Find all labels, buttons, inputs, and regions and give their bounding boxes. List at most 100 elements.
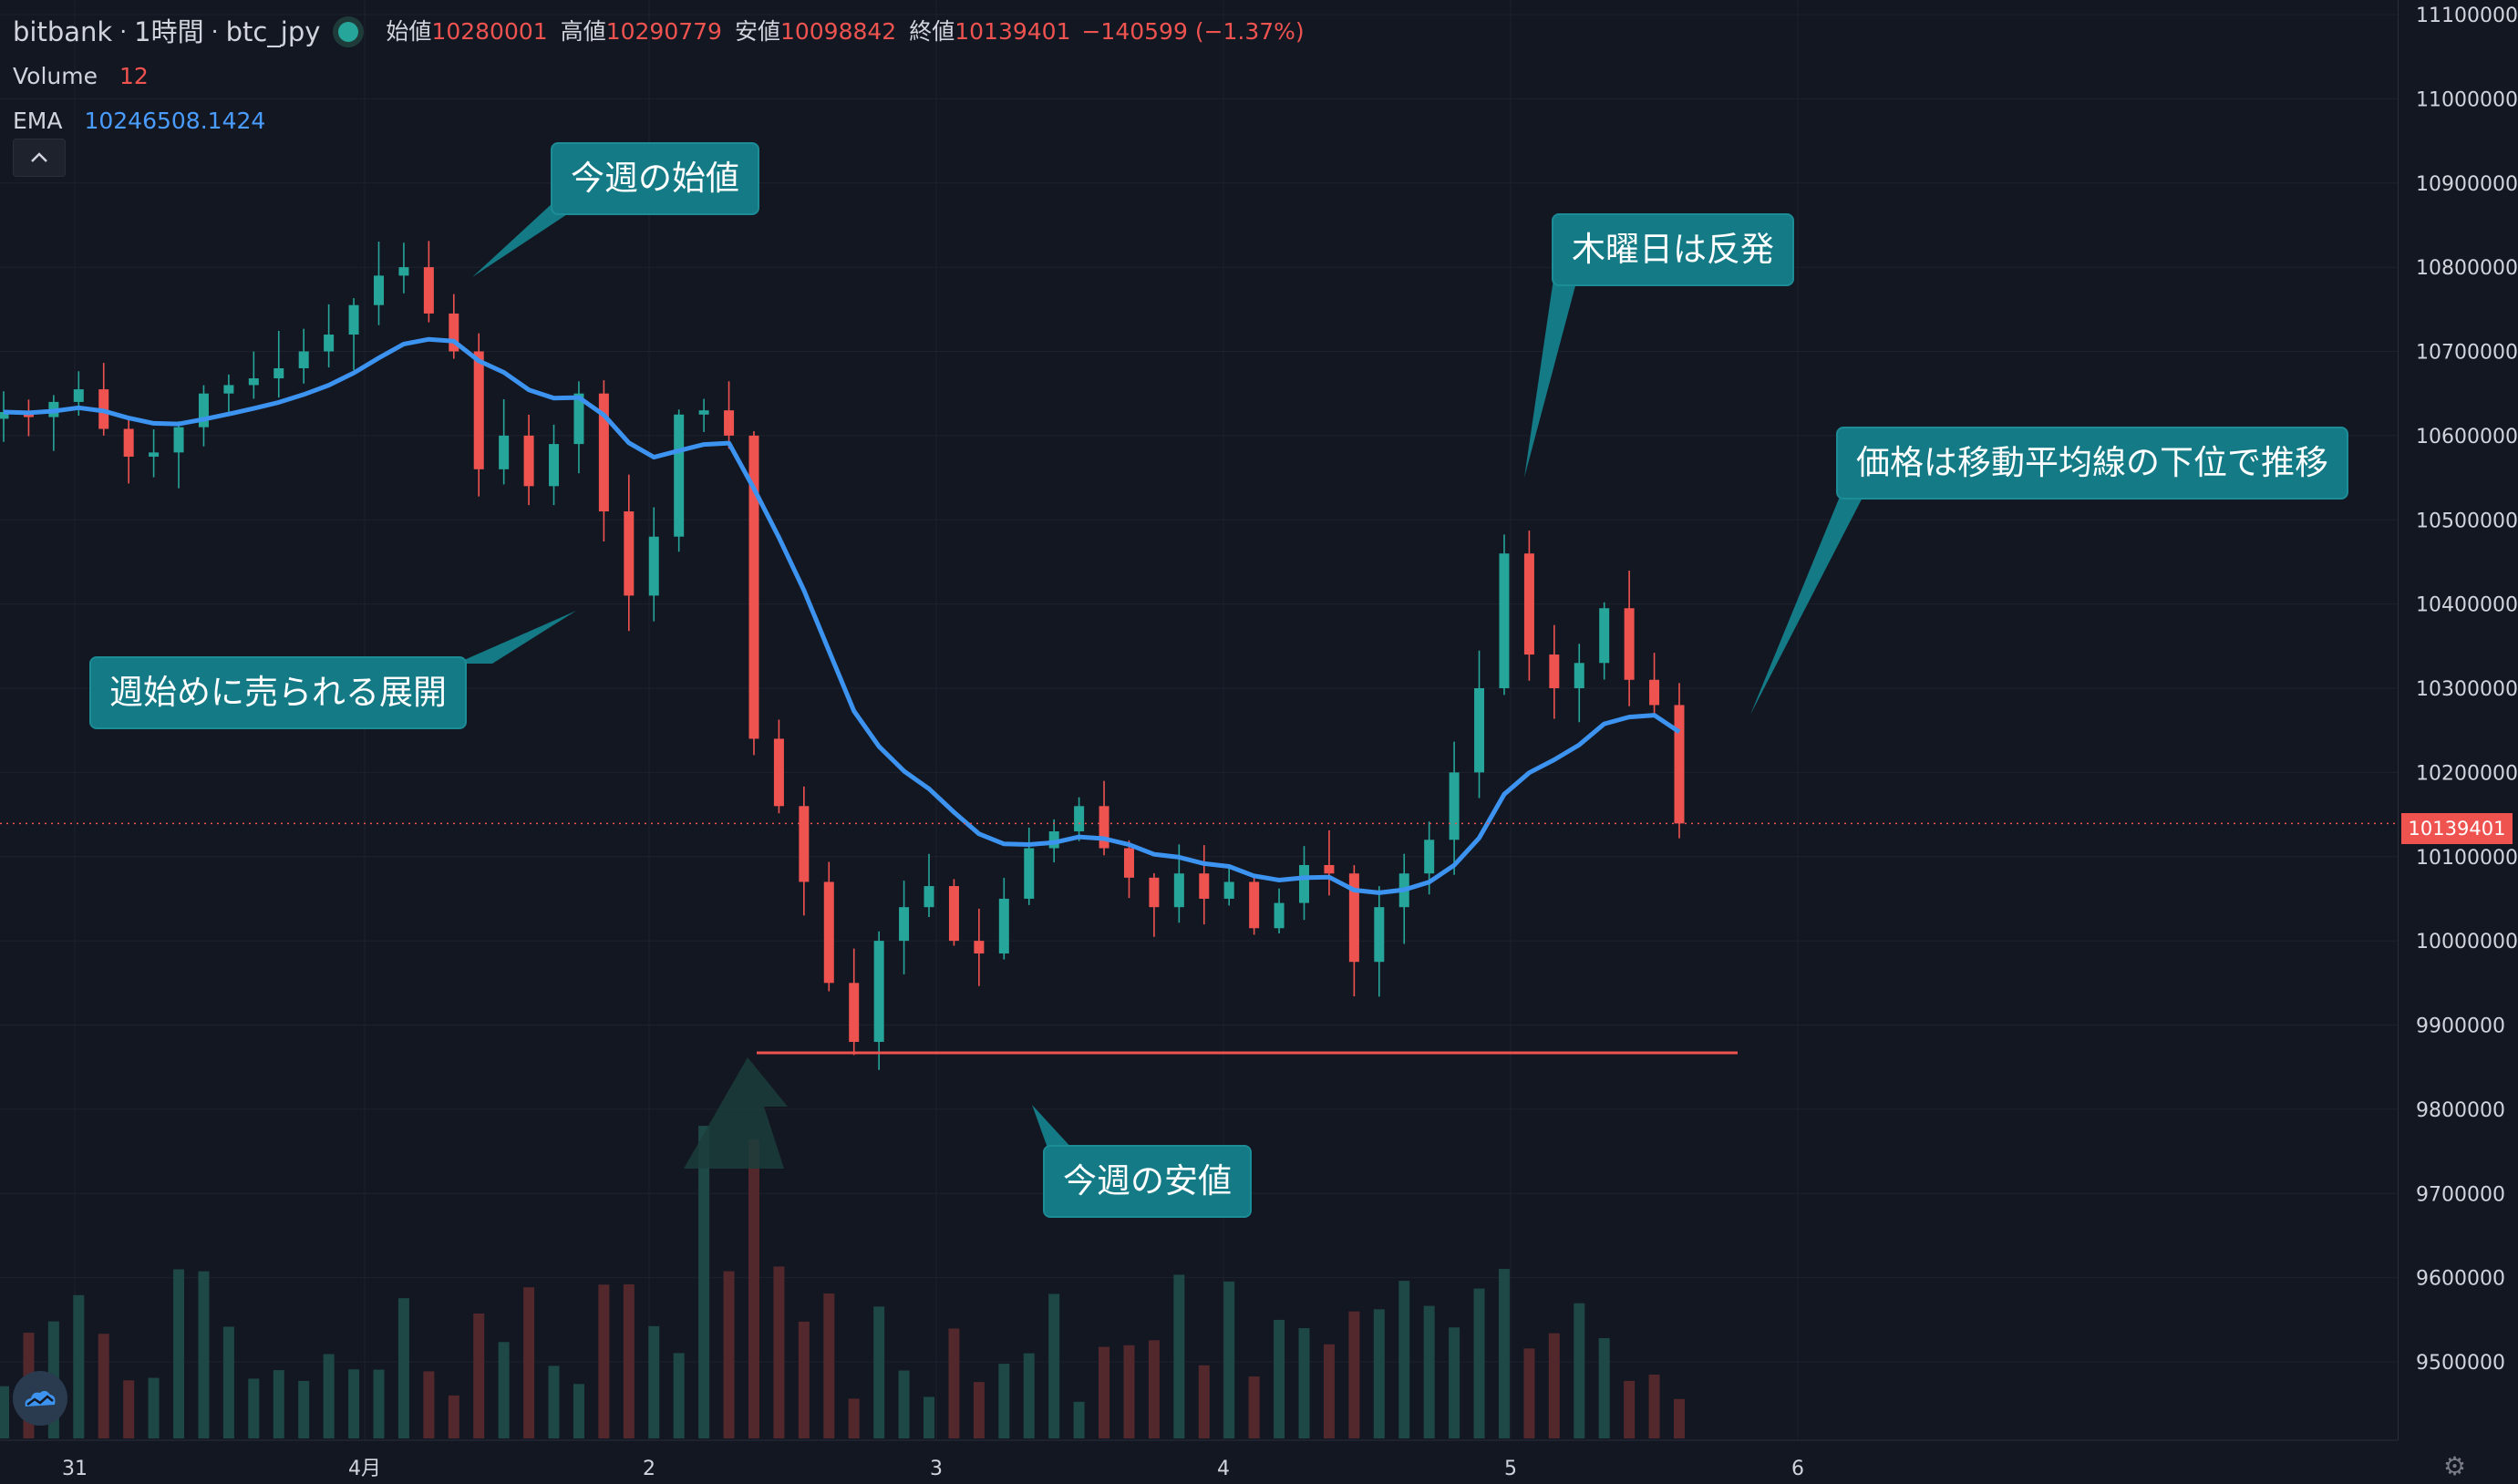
volume-bar: [1048, 1293, 1060, 1438]
volume-bar: [673, 1353, 685, 1438]
candle-down: [123, 428, 134, 457]
time-tick-label: 31: [62, 1458, 88, 1480]
price-tick-label: 9600000: [2416, 1268, 2505, 1291]
time-tick-label: 2: [643, 1458, 655, 1480]
ema-label: EMA: [13, 107, 63, 134]
volume-bar: [773, 1266, 785, 1438]
volume-bar: [473, 1313, 485, 1438]
volume-bar: [448, 1395, 459, 1438]
cloud-logo-icon: [25, 1390, 56, 1407]
candle-down: [748, 435, 759, 739]
candle-up: [1574, 663, 1584, 688]
candle-up: [1074, 806, 1085, 832]
volume-bar: [1023, 1353, 1035, 1438]
legend-separator-dot: ·: [119, 17, 128, 45]
volume-bar: [1598, 1337, 1610, 1438]
volume-bar: [1398, 1281, 1410, 1438]
candle-down: [849, 983, 860, 1042]
candle-up: [273, 367, 284, 379]
candle-down: [799, 806, 810, 882]
candle-up: [1499, 553, 1510, 688]
candle-up: [0, 412, 9, 419]
candle-up: [1474, 688, 1485, 773]
candle-up: [499, 435, 510, 469]
volume-bar: [1123, 1345, 1135, 1438]
candle-up: [674, 414, 685, 537]
price-axis[interactable]: [2398, 0, 2518, 1440]
market-status-icon: [338, 21, 359, 42]
ema-value: 10246508.1424: [84, 107, 266, 134]
volume-bar: [648, 1325, 660, 1438]
candle-up: [1374, 907, 1385, 963]
volume-bar: [798, 1321, 810, 1438]
tradingview-logo[interactable]: [13, 1371, 67, 1426]
time-tick-label: 6: [1791, 1458, 1804, 1480]
volume-bar: [1473, 1288, 1485, 1438]
settings-gear-icon[interactable]: ⚙: [2443, 1451, 2467, 1481]
candle-up: [198, 393, 209, 428]
price-tick-label: 10600000: [2416, 426, 2518, 448]
candle-up: [1274, 902, 1285, 929]
interval-label[interactable]: 1時間: [134, 15, 204, 47]
candle-down: [598, 393, 609, 512]
low-label: 安値: [734, 17, 780, 45]
price-tick-label: 11100000: [2416, 5, 2518, 27]
price-tick-label: 9800000: [2416, 1099, 2505, 1122]
candle-down: [948, 886, 959, 942]
candle-up: [373, 275, 384, 305]
candle-down: [523, 435, 534, 487]
volume-bar: [548, 1365, 560, 1438]
volume-bar: [848, 1398, 860, 1438]
last-price-label: 10139401: [2401, 813, 2513, 844]
candle-down: [1523, 553, 1534, 655]
exchange-name[interactable]: bitbank: [13, 15, 113, 47]
callout-below-ma-tail: [1750, 492, 1865, 715]
volume-bar: [1348, 1311, 1360, 1438]
candle-up: [1024, 848, 1035, 899]
volume-bar: [948, 1328, 960, 1438]
callout-early-week-sell: 週始めに売られる展開: [89, 656, 467, 729]
candle-up: [873, 941, 884, 1042]
collapse-legend-button[interactable]: [13, 139, 66, 177]
candle-up: [1173, 873, 1184, 908]
volume-bar: [348, 1369, 360, 1438]
volume-bar: [898, 1370, 910, 1438]
candle-up: [698, 410, 709, 415]
candle-down: [1099, 806, 1109, 849]
high-label: 高値: [560, 17, 606, 45]
volume-bar: [1574, 1303, 1585, 1438]
change-value: −140599 (−1.37%): [1081, 17, 1305, 45]
price-tick-label: 10900000: [2416, 173, 2518, 196]
candle-down: [1149, 877, 1160, 908]
chevron-up-icon: [31, 152, 47, 162]
volume-bar: [748, 1139, 759, 1438]
symbol-label[interactable]: btc_jpy: [225, 15, 321, 47]
volume-bar: [1298, 1328, 1310, 1438]
callout-below-ma: 価格は移動平均線の下位で推移: [1836, 427, 2348, 500]
volume-bar: [1373, 1309, 1385, 1438]
time-tick-label: 4: [1217, 1458, 1230, 1480]
candle-up: [1223, 881, 1234, 899]
volume-row[interactable]: Volume 12: [13, 54, 1305, 98]
price-tick-label: 10800000: [2416, 257, 2518, 280]
candle-up: [573, 393, 584, 445]
volume-bar: [397, 1298, 409, 1438]
callout-early-week-sell-tail: [456, 611, 576, 664]
candle-up: [1299, 864, 1310, 903]
price-tick-label: 9500000: [2416, 1352, 2505, 1375]
volume-bar: [1648, 1374, 1660, 1438]
symbol-row: bitbank · 1時間 · btc_jpy 始値 10280001 高値 102…: [13, 9, 1305, 54]
price-tick-label: 10700000: [2416, 342, 2518, 365]
close-label: 終値: [909, 17, 955, 45]
volume-bar: [148, 1377, 160, 1438]
ema-row[interactable]: EMA 10246508.1424: [13, 98, 1305, 143]
volume-bar: [873, 1306, 885, 1438]
volume-bar: [1099, 1346, 1110, 1438]
volume-bar: [1274, 1319, 1285, 1438]
volume-bar: [698, 1126, 710, 1438]
volume-bar: [0, 1386, 9, 1438]
price-tick-label: 10300000: [2416, 678, 2518, 701]
volume-bar: [1498, 1269, 1510, 1438]
